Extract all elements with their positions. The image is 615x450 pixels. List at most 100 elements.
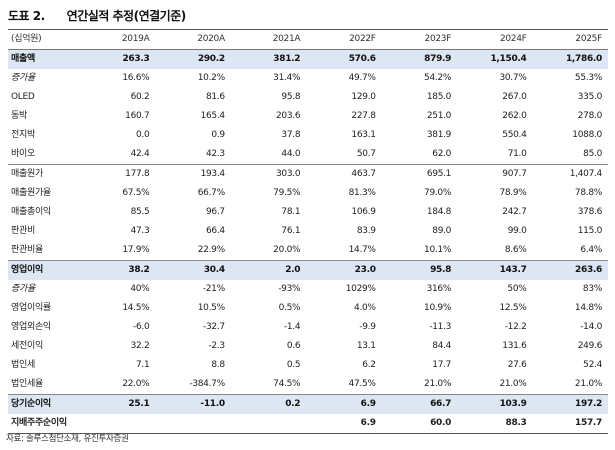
table-cell: 55.3%	[574, 73, 602, 83]
table-cell: 81.6	[206, 92, 225, 102]
row-label: 매출원가	[8, 164, 80, 184]
table-cell: 8.6%	[504, 245, 527, 255]
table-header-row: (십억원) 2019A 2020A 2021A 2022F 2023F 2024…	[8, 29, 608, 50]
table-cell: 17.9%	[122, 245, 150, 255]
table-cell: 1,407.4	[532, 164, 608, 184]
table-cell: 79.0%	[424, 188, 452, 198]
table-cell: 227.8	[351, 111, 376, 121]
row-label: 매출총이익	[11, 207, 51, 217]
table-cell: 62.0	[432, 149, 452, 159]
table-cell: 335.0	[577, 92, 603, 102]
table-cell: 52.4	[583, 360, 602, 370]
table-cell: 0.6	[286, 341, 301, 351]
row-battery-foil: 전지박 0.0 0.9 37.8 163.1 381.9 550.4 1088.0	[8, 126, 608, 145]
table-cell: 251.0	[426, 111, 452, 121]
table-cell: -21%	[202, 284, 225, 294]
row-tax-rate: 법인세율 22.0% -384.7% 74.5% 47.5% 21.0% 21.0% 21.0…	[8, 375, 608, 395]
table-cell: 570.6	[306, 49, 382, 69]
column-header: 2025F	[532, 29, 608, 50]
table-cell: 6.4%	[580, 245, 602, 255]
table-cell: 316%	[426, 284, 452, 294]
table-cell: 0.9	[211, 130, 225, 140]
table-cell: 4.0%	[354, 303, 376, 313]
table-cell: 20.0%	[273, 245, 301, 255]
table-cell: -12.2	[504, 322, 527, 332]
table-cell: 165.4	[200, 111, 226, 121]
table-cell: 50.7	[356, 149, 376, 159]
column-header: 2020A	[155, 29, 231, 50]
table-cell: 185.0	[426, 92, 452, 102]
table-cell: 47.3	[130, 226, 150, 236]
table-cell: 6.2	[362, 360, 376, 370]
table-cell: 13.1	[356, 341, 376, 351]
table-cell: 6.9	[360, 418, 376, 428]
row-oled: OLED 60.2 81.6 95.8 129.0 185.0 267.0 335.0	[8, 88, 608, 107]
table-cell: 83%	[582, 284, 602, 294]
table-cell: 99.0	[507, 226, 527, 236]
table-cell: 0.2	[230, 394, 307, 414]
table-cell: 907.7	[457, 164, 533, 184]
table-cell: 10.9%	[424, 303, 452, 313]
table-cell: -32.7	[203, 322, 225, 332]
table-cell: 83.9	[356, 226, 376, 236]
table-cell: 66.7	[381, 394, 458, 414]
column-header: 2021A	[230, 29, 307, 50]
table-cell: 47.5%	[348, 379, 376, 389]
row-gross-profit: 매출총이익 85.5 96.7 78.1 106.9 184.8 242.7 378.6	[8, 203, 608, 222]
table-cell: 115.0	[577, 226, 603, 236]
table-cell: 242.7	[502, 207, 527, 217]
row-net-income: 당기순이익 25.1 -11.0 0.2 6.9 66.7 103.9 197.2	[8, 394, 608, 414]
table-cell: 10.5%	[197, 303, 225, 313]
row-label: 바이오	[11, 149, 35, 159]
table-cell: 79.5%	[273, 188, 301, 198]
table-cell: 177.8	[80, 164, 156, 184]
row-copper-foil: 동박 160.7 165.4 203.6 227.8 251.0 262.0 278.0	[8, 107, 608, 126]
row-label: 매출액	[8, 49, 80, 69]
table-cell: 203.6	[276, 111, 301, 121]
table-cell: 10.1%	[424, 245, 452, 255]
row-op-margin: 영업이익률 14.5% 10.5% 0.5% 4.0% 10.9% 12.5% 14.8%	[8, 299, 608, 318]
row-label: 전지박	[11, 130, 35, 140]
row-label: 영업외손익	[11, 322, 51, 332]
table-cell: 67.5%	[122, 188, 150, 198]
table-cell: 1088.0	[572, 130, 602, 140]
table-cell: 71.0	[507, 149, 527, 159]
table-cell: 8.8	[211, 360, 225, 370]
row-label: 세전이익	[11, 341, 43, 351]
table-cell: 21.0%	[574, 379, 602, 389]
table-cell: 143.7	[457, 260, 533, 280]
table-cell: 81.3%	[348, 188, 376, 198]
table-cell: 2.0	[230, 260, 307, 280]
table-cell	[155, 414, 230, 434]
row-operating-profit: 영업이익 38.2 30.4 2.0 23.0 95.8 143.7 263.6	[8, 260, 608, 280]
row-label: 판관비	[11, 226, 35, 236]
table-cell: 30.7%	[499, 73, 527, 83]
table-cell: 60.0	[430, 418, 452, 428]
table-body: 매출액 263.3 290.2 381.2 570.6 879.9 1,150.4 1,786…	[8, 49, 608, 434]
row-income-tax: 법인세 7.1 8.8 0.5 6.2 17.7 27.6 52.4	[8, 356, 608, 375]
table-cell: -1.4	[283, 322, 301, 332]
column-header: 2022F	[306, 29, 382, 50]
row-label: 법인세율	[11, 379, 43, 389]
earnings-table: (십억원) 2019A 2020A 2021A 2022F 2023F 2024…	[8, 29, 608, 434]
table-cell: 0.0	[136, 130, 150, 140]
table-cell: 22.9%	[197, 245, 225, 255]
row-revenue-growth: 증가율 16.6% 10.2% 31.4% 49.7% 54.2% 30.7% 55.3%	[8, 69, 608, 88]
table-cell: 38.2	[80, 260, 156, 280]
row-label: 지배주주순이익	[11, 418, 67, 428]
table-cell: 278.0	[577, 111, 603, 121]
figure-header: 도표 2. 연간실적 추정(연결기준)	[8, 4, 186, 26]
table-cell: -14.0	[580, 322, 602, 332]
table-cell: 0.5	[286, 360, 301, 370]
table-cell: 262.0	[502, 111, 527, 121]
row-label: 법인세	[11, 360, 35, 370]
table-cell: 66.7%	[197, 188, 225, 198]
unit-label: (십억원)	[8, 29, 80, 50]
table-cell: 31.4%	[273, 73, 301, 83]
row-non-operating: 영업외손익 -6.0 -32.7 -1.4 -9.9 -11.3 -12.2 -14.0	[8, 318, 608, 337]
row-label: 당기순이익	[8, 394, 80, 414]
table-cell: 84.4	[432, 341, 452, 351]
table-cell: 157.7	[575, 418, 602, 428]
row-label: 증가율	[11, 73, 35, 83]
figure-number: 도표 2.	[8, 8, 45, 23]
